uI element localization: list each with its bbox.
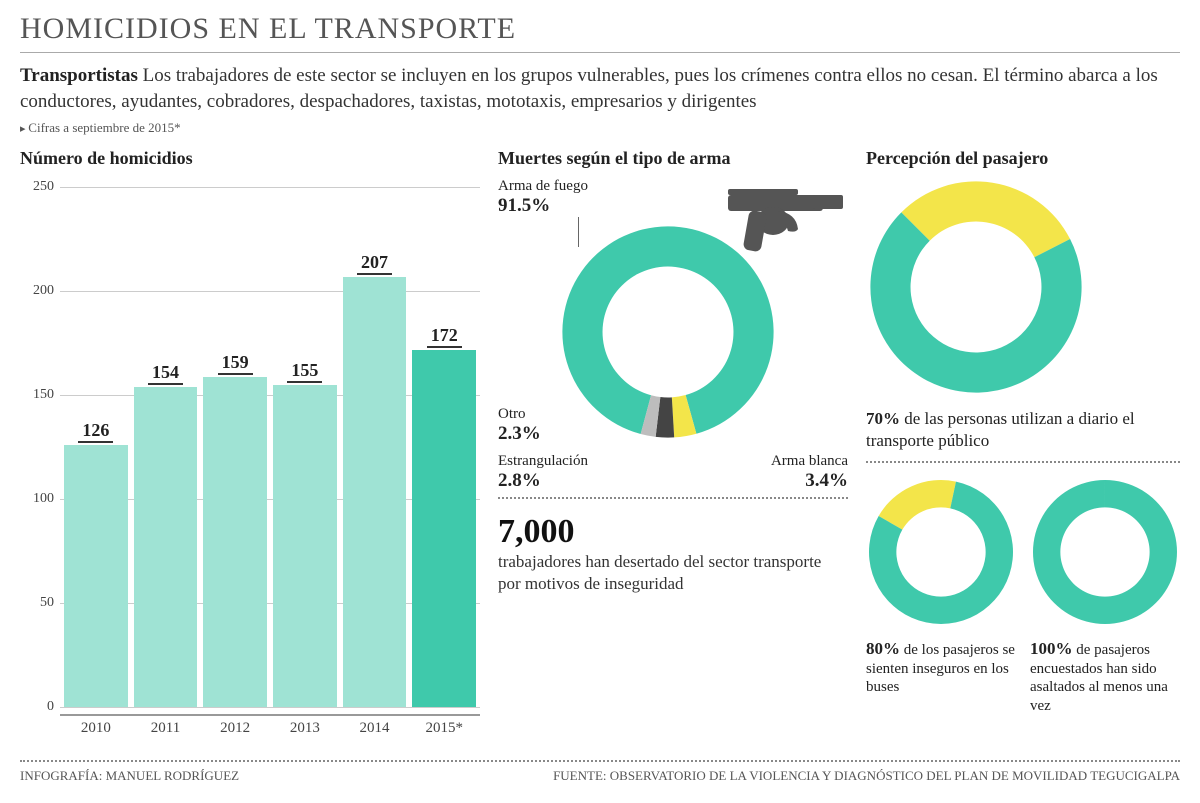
bar: 155 [273, 187, 337, 707]
separator [866, 461, 1180, 463]
passenger-column: Percepción del pasajero 70% de las perso… [866, 148, 1180, 748]
insecure-block: 80% de los pasajeros se sienten inseguro… [866, 477, 1016, 716]
bar-rect [64, 445, 128, 707]
donut-slice [901, 182, 1070, 258]
bar-value: 126 [78, 420, 113, 443]
bar: 126 [64, 187, 128, 707]
y-axis-label: 250 [20, 179, 54, 195]
y-axis-label: 0 [20, 699, 54, 715]
leader-line [578, 217, 579, 247]
page-title: HOMICIDIOS EN EL TRANSPORTE [20, 12, 1180, 53]
y-axis-label: 150 [20, 387, 54, 403]
bar-chart-column: Número de homicidios 0 50 100 150 200 250 126 1… [20, 148, 480, 748]
x-axis-label: 2010 [64, 716, 128, 737]
weapon-column: Muertes según el tipo de arma Arma de fu… [498, 148, 848, 748]
bar-value: 155 [287, 360, 322, 383]
bar: 172 [412, 187, 476, 707]
date-note: Cifras a septiembre de 2015* [20, 120, 1180, 136]
passenger-title: Percepción del pasajero [866, 148, 1180, 169]
assaulted-block: 100% de pasajeros encuestados han sido a… [1030, 477, 1180, 716]
footer: INFOGRAFÍA: MANUEL RODRÍGUEZ FUENTE: OBS… [20, 760, 1180, 784]
workers-text: trabajadores han desertado del sector tr… [498, 551, 848, 594]
mini-donut-row: 80% de los pasajeros se sienten inseguro… [866, 477, 1180, 716]
lead-bold: Transportistas [20, 65, 138, 86]
x-axis-label: 2011 [134, 716, 198, 737]
weapon-label-strang: Estrangulación 2.8% [498, 452, 588, 493]
bar-value: 207 [357, 252, 392, 275]
separator [498, 497, 848, 499]
daily-use-donut [866, 177, 1086, 397]
donut-slice [879, 480, 956, 530]
x-axis-label: 2012 [203, 716, 267, 737]
weapon-label-other: Otro 2.3% [498, 405, 541, 446]
bar-value: 172 [427, 325, 462, 348]
assaulted-text: 100% de pasajeros encuestados han sido a… [1030, 638, 1180, 716]
weapon-label-blade: Arma blanca 3.4% [771, 452, 848, 493]
lead-paragraph: Transportistas Los trabajadores de este … [20, 63, 1180, 114]
x-axis-label: 2013 [273, 716, 337, 737]
workers-number: 7,000 [498, 513, 575, 550]
lead-text: Los trabajadores de este sector se inclu… [20, 65, 1158, 112]
workers-stat: 7,000 trabajadores han desertado del sec… [498, 513, 848, 594]
daily-use-text: 70% de las personas utilizan a diario el… [866, 408, 1180, 451]
credit: INFOGRAFÍA: MANUEL RODRÍGUEZ [20, 768, 239, 784]
x-axis-label: 2014 [343, 716, 407, 737]
weapon-donut-wrap: Arma de fuego 91.5% Otro 2.3% Estrangula… [498, 177, 848, 487]
assaulted-donut [1030, 477, 1180, 627]
bar-chart: 0 50 100 150 200 250 126 154 159 155 207 172 2010 20… [20, 177, 480, 737]
source: FUENTE: OBSERVATORIO DE LA VIOLENCIA Y D… [553, 768, 1180, 784]
bar: 159 [203, 187, 267, 707]
bar-value: 159 [218, 352, 253, 375]
bar: 154 [134, 187, 198, 707]
bar-rect [412, 350, 476, 708]
insecure-donut [866, 477, 1016, 627]
y-axis-label: 200 [20, 283, 54, 299]
weapon-donut [558, 222, 778, 442]
bar-rect [203, 377, 267, 708]
bar: 207 [343, 187, 407, 707]
grid-line [60, 707, 480, 708]
columns: Número de homicidios 0 50 100 150 200 250 126 1… [20, 148, 1180, 748]
x-axis-label: 2015* [412, 716, 476, 737]
weapon-donut-title: Muertes según el tipo de arma [498, 148, 848, 169]
weapon-label-firearm: Arma de fuego 91.5% [498, 177, 588, 218]
bar-rect [273, 385, 337, 707]
bar-chart-title: Número de homicidios [20, 148, 480, 169]
bar-rect [134, 387, 198, 707]
insecure-text: 80% de los pasajeros se sienten inseguro… [866, 638, 1016, 697]
bar-value: 154 [148, 362, 183, 385]
y-axis-label: 50 [20, 595, 54, 611]
y-axis-label: 100 [20, 491, 54, 507]
bar-rect [343, 277, 407, 708]
